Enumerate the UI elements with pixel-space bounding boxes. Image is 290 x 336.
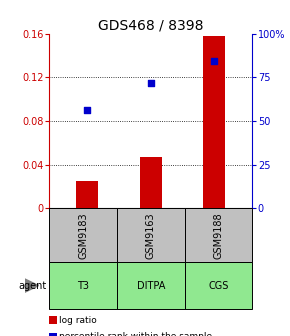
Text: log ratio: log ratio xyxy=(59,316,97,325)
Bar xyxy=(76,181,99,208)
Point xyxy=(85,107,90,113)
Bar xyxy=(140,157,162,208)
Text: CGS: CGS xyxy=(208,281,229,291)
Bar xyxy=(203,36,225,208)
Text: GSM9183: GSM9183 xyxy=(78,212,88,258)
Text: agent: agent xyxy=(18,281,46,291)
Polygon shape xyxy=(25,279,39,292)
Point xyxy=(212,58,217,64)
Text: GSM9188: GSM9188 xyxy=(213,212,224,258)
Text: DITPA: DITPA xyxy=(137,281,165,291)
Point xyxy=(148,80,153,85)
Text: percentile rank within the sample: percentile rank within the sample xyxy=(59,332,213,336)
Text: GSM9163: GSM9163 xyxy=(146,212,156,258)
Text: T3: T3 xyxy=(77,281,89,291)
Title: GDS468 / 8398: GDS468 / 8398 xyxy=(98,18,204,33)
